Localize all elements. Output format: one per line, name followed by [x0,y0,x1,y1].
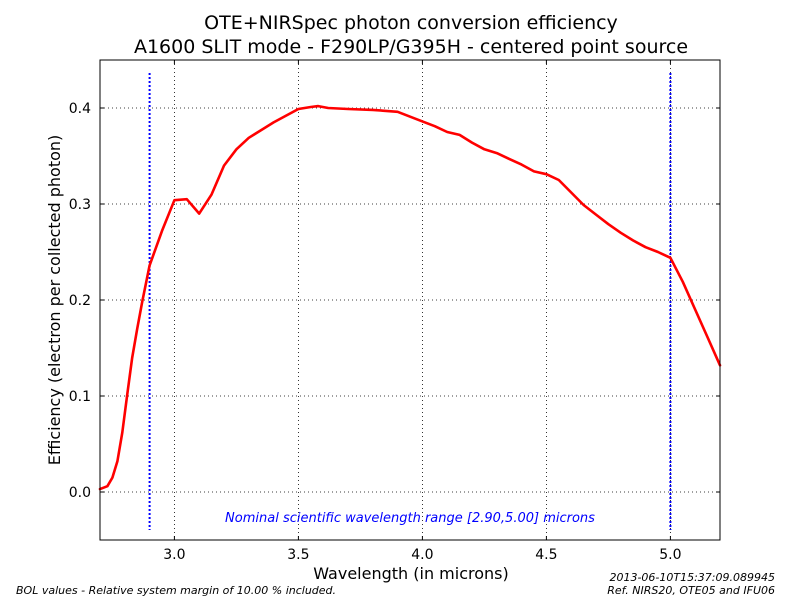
x-tick-label: 4.5 [535,547,557,563]
y-tick-label: 0.4 [69,101,91,117]
y-tick-label: 0.1 [69,389,91,405]
x-tick-label: 3.5 [287,547,309,563]
series-lines [98,104,722,491]
y-tick-label: 0.3 [69,197,91,213]
y-tick-label: 0.2 [69,293,91,309]
grid-lines [100,60,720,540]
y-tick-label: 0.0 [69,485,91,501]
wavelength-range-annotation: Nominal scientific wavelength range [2.9… [225,511,595,526]
x-axis-label: Wavelength (in microns) [313,564,508,583]
efficiency-series-line [98,104,722,491]
chart-title-line-1: OTE+NIRSpec photon conversion efficiency [204,12,618,34]
x-tick-label: 4.0 [411,547,433,563]
y-axis-label: Efficiency (electron per collected photo… [45,135,64,466]
footer-timestamp: 2013-06-10T15:37:09.089945 [609,571,775,584]
range-markers [148,73,672,530]
chart-title-line-2: A1600 SLIT mode - F290LP/G395H - centere… [134,36,688,58]
axis-ticks: 3.0 3.5 4.0 4.5 5.0 0.0 0.1 0.2 0.3 0.4 [69,60,720,563]
x-tick-label: 5.0 [659,547,681,563]
x-tick-label: 3.0 [163,547,185,563]
annotations: Nominal scientific wavelength range [2.9… [225,511,595,526]
footer-reference: Ref. NIRS20, OTE05 and IFU06 [607,584,775,597]
footer-margin-note: BOL values - Relative system margin of 1… [16,584,336,597]
